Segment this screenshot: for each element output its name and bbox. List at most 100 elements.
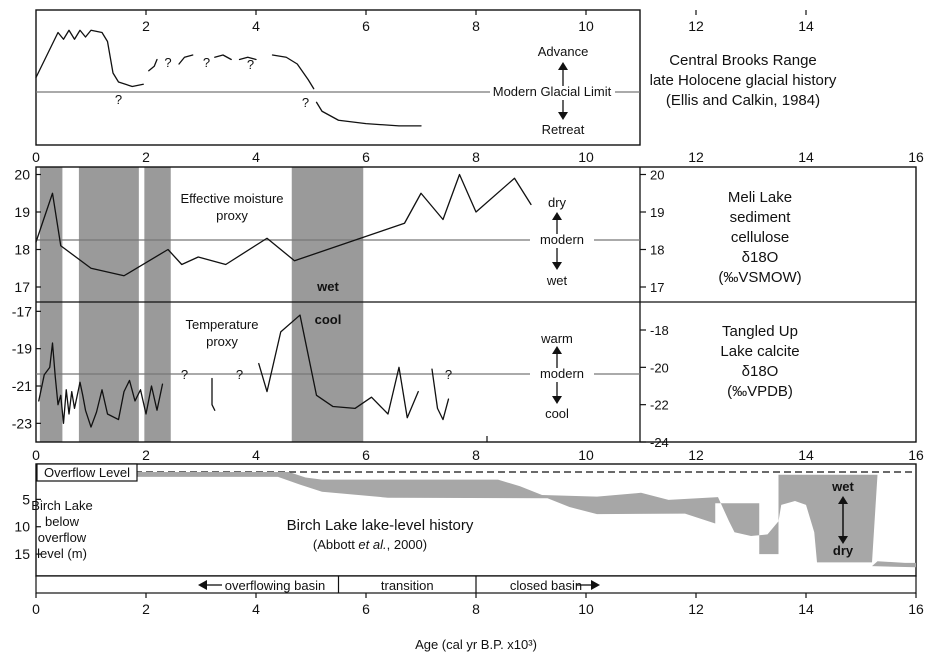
temperature-left-tick-label: -19 (12, 341, 32, 357)
x-tick-label-upper: 14 (798, 149, 814, 165)
moisture-right-tick-label: 17 (650, 280, 664, 295)
glacial-segment-1 (148, 58, 158, 72)
glacial-curve (35, 29, 422, 127)
shaded-bands (39, 167, 364, 442)
wet-band-label: wet (316, 279, 339, 294)
warm-label: warm (540, 331, 573, 346)
x-tick-label-top: 2 (142, 18, 150, 34)
x-tick-label-middle: 4 (252, 447, 260, 463)
tangled-label-1: Tangled Up (722, 323, 798, 340)
x-tick-label-upper: 4 (252, 149, 260, 165)
birch-ylabel-4: level (m) (37, 546, 87, 561)
birch-ylabel-1: Birch Lake (31, 498, 92, 513)
lake-level-band (36, 472, 878, 563)
advance-retreat-arrow (558, 62, 568, 120)
phase-label-overflowing: overflowing basin (225, 578, 325, 593)
tangled-label-3: δ18O (742, 363, 779, 380)
temperature-question-marks: ??? (181, 367, 452, 382)
temperature-segment-3 (431, 368, 450, 421)
wet-dry-arrow (838, 496, 848, 544)
x-tick-label-upper: 0 (32, 149, 40, 165)
temperature-proxy-label-1: Temperature (186, 317, 259, 332)
moisture-line (35, 173, 532, 277)
x-axis-bottom-labels: 0 2 4 6 8 10 12 14 16 (32, 593, 924, 617)
temperature-left-tick-label: -17 (12, 303, 32, 319)
temperature-segment-0 (38, 342, 164, 428)
birch-depth-tick-label: 15 (14, 546, 30, 562)
phase-labels: overflowing basin transition closed basin (198, 576, 600, 593)
panel-birch-lake: 5 10 15 Overflow Level Birch Lake below ov… (14, 463, 917, 594)
phase-arrow-left-head (198, 580, 207, 590)
modern-glacial-limit-label: Modern Glacial Limit (493, 84, 612, 99)
meli-label-4: δ18O (742, 249, 779, 266)
birch-depth-tick-label: 10 (14, 519, 30, 535)
glacial-question-marks: ????? (115, 55, 309, 110)
moisture-proxy-label-1: Effective moisture (180, 191, 283, 206)
x-axis-middle-labels: 0 2 4 6 8 10 12 14 16 (32, 447, 924, 463)
x-tick-label-bottom: 6 (362, 601, 370, 617)
overflow-level-label: Overflow Level (44, 465, 130, 480)
glacial-question-mark: ? (247, 57, 254, 72)
glacial-segment-5 (271, 54, 315, 90)
glacial-segment-6 (315, 101, 422, 127)
birch-title-line-2: (Abbott et al., 2000) (313, 537, 427, 552)
x-tick-label-middle: 10 (578, 447, 594, 463)
meli-label-1: Meli Lake (728, 189, 792, 206)
moisture-right-tick-label: 18 (650, 243, 664, 258)
shaded-band-1 (78, 167, 139, 442)
cool-label: cool (545, 406, 569, 421)
temperature-question-mark: ? (445, 367, 452, 382)
x-tick-label-bottom: 2 (142, 601, 150, 617)
temperature-right-tick-label: -22 (650, 398, 669, 413)
panel-glacial-history: ????? Modern Glacial Limit Advance Retre… (35, 9, 837, 146)
temperature-question-mark: ? (236, 367, 243, 382)
x-tick-label-bottom: 0 (32, 601, 40, 617)
moisture-modern-label: modern (540, 232, 584, 247)
meli-label-3: cellulose (731, 229, 789, 246)
glacial-title-line-1: Central Brooks Range (669, 52, 817, 69)
temperature-curve (38, 314, 450, 428)
x-tick-label-bottom: 16 (908, 601, 924, 617)
phase-label-transition: transition (381, 578, 434, 593)
dry-wet-arrow (552, 212, 562, 270)
x-tick-label-top: 6 (362, 18, 370, 34)
birch-wet-label: wet (831, 479, 854, 494)
dry-label: dry (548, 195, 567, 210)
tangled-label-2: Lake calcite (720, 343, 799, 360)
temperature-left-tick-label: -21 (12, 378, 32, 394)
birch-dry-label: dry (833, 543, 854, 558)
x-tick-label-middle: 12 (688, 447, 704, 463)
birch-title-line-1: Birch Lake lake-level history (287, 517, 474, 534)
advance-label: Advance (538, 44, 589, 59)
x-tick-label-middle: 0 (32, 447, 40, 463)
cool-band-label: cool (315, 312, 342, 327)
x-tick-label-bottom: 14 (798, 601, 814, 617)
moisture-left-tick-label: 19 (14, 204, 30, 220)
phase-arrow-right-head (591, 580, 600, 590)
temperature-segment-2 (258, 314, 419, 419)
x-tick-label-middle: 14 (798, 447, 814, 463)
glacial-segment-4 (238, 56, 257, 61)
x-tick-label-top: 12 (688, 18, 704, 34)
x-tick-label-top: 14 (798, 18, 814, 34)
moisture-right-tick-label: 19 (650, 205, 664, 220)
x-tick-label-top: 4 (252, 18, 260, 34)
warm-cool-arrow (552, 346, 562, 404)
x-tick-label-bottom: 10 (578, 601, 594, 617)
moisture-left-tick-label: 20 (14, 167, 30, 183)
glacial-question-mark: ? (164, 55, 171, 70)
x-tick-label-middle: 2 (142, 447, 150, 463)
x-axis-title: Age (cal yr B.P. x10³) (415, 637, 537, 652)
temperature-modern-label: modern (540, 366, 584, 381)
lake-level-area (36, 472, 916, 568)
x-tick-label-top: 10 (578, 18, 594, 34)
meli-label-5: (‰VSMOW) (718, 269, 801, 286)
x-tick-label-upper: 2 (142, 149, 150, 165)
glacial-segment-2 (178, 54, 194, 65)
x-tick-label-upper: 12 (688, 149, 704, 165)
x-tick-label-middle: 6 (362, 447, 370, 463)
phase-label-closed: closed basin (510, 578, 582, 593)
glacial-ticks (145, 10, 807, 15)
temperature-right-tick-label: -18 (650, 323, 669, 338)
temperature-right-tick-label: -20 (650, 360, 669, 375)
